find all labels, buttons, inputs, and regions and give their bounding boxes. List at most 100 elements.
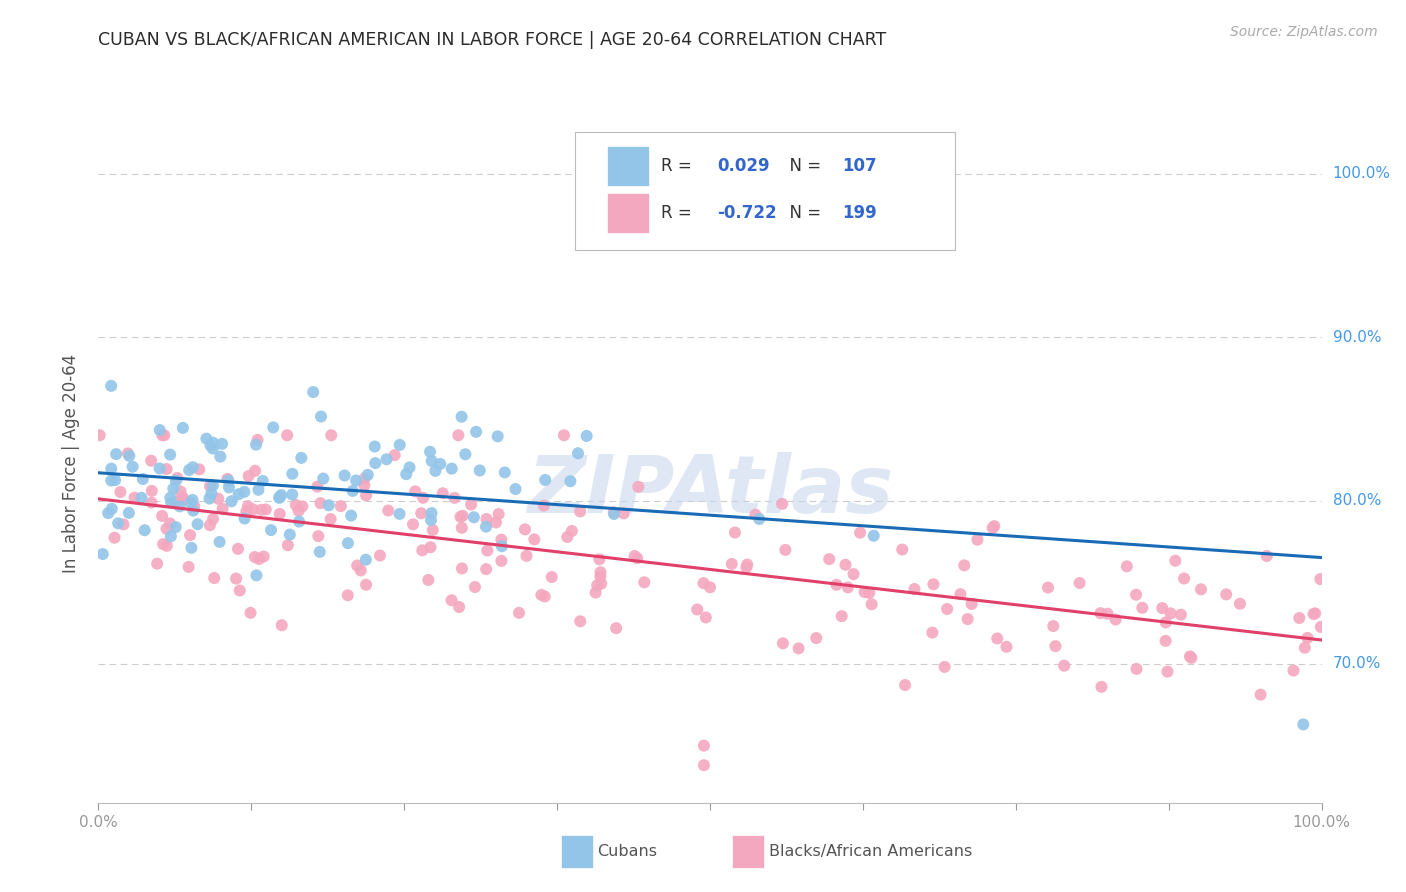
Point bbox=[1156, 665, 1178, 679]
Point bbox=[921, 625, 943, 640]
Point bbox=[695, 610, 717, 624]
Point bbox=[1309, 572, 1331, 586]
Point bbox=[591, 576, 613, 591]
Point bbox=[183, 500, 205, 514]
Point bbox=[419, 540, 441, 554]
Point bbox=[375, 452, 398, 467]
Point bbox=[112, 517, 135, 532]
Point bbox=[588, 552, 610, 566]
Point bbox=[1215, 587, 1237, 601]
Point bbox=[200, 438, 222, 452]
Point bbox=[450, 409, 472, 424]
Point bbox=[346, 558, 368, 573]
Point bbox=[350, 563, 373, 577]
Point bbox=[287, 504, 309, 518]
Text: Blacks/African Americans: Blacks/African Americans bbox=[769, 844, 972, 859]
Point bbox=[243, 464, 266, 478]
Point bbox=[508, 606, 530, 620]
Point bbox=[165, 520, 187, 534]
Point bbox=[312, 472, 335, 486]
Point bbox=[735, 558, 758, 572]
Point bbox=[553, 428, 575, 442]
Point bbox=[842, 567, 865, 582]
Point bbox=[862, 529, 884, 543]
Text: N =: N = bbox=[779, 157, 825, 175]
Point bbox=[340, 508, 363, 523]
Point bbox=[309, 409, 332, 424]
Point bbox=[1154, 633, 1177, 648]
Point bbox=[450, 509, 472, 524]
Point bbox=[245, 568, 267, 582]
Point bbox=[318, 498, 340, 512]
Point bbox=[110, 485, 132, 500]
Point bbox=[411, 506, 433, 520]
Point bbox=[172, 490, 194, 504]
Point bbox=[569, 615, 592, 629]
Point bbox=[319, 512, 342, 526]
Point bbox=[475, 519, 498, 533]
Point bbox=[146, 557, 169, 571]
Point bbox=[159, 516, 181, 531]
Point bbox=[420, 513, 443, 527]
FancyBboxPatch shape bbox=[575, 132, 955, 251]
Point bbox=[787, 641, 810, 656]
Point bbox=[149, 423, 172, 437]
FancyBboxPatch shape bbox=[561, 835, 592, 868]
Point bbox=[159, 491, 181, 505]
Point bbox=[156, 462, 179, 476]
Point bbox=[575, 429, 598, 443]
Point bbox=[1303, 607, 1326, 621]
Point bbox=[1152, 601, 1174, 615]
Point bbox=[243, 549, 266, 564]
Point bbox=[388, 507, 411, 521]
Point bbox=[468, 463, 491, 477]
Point bbox=[211, 437, 233, 451]
Point bbox=[162, 482, 184, 496]
Point bbox=[1130, 600, 1153, 615]
Point bbox=[569, 504, 592, 518]
Point bbox=[239, 606, 262, 620]
Point bbox=[693, 758, 716, 772]
Point bbox=[211, 501, 233, 516]
Text: ZIPAtlas: ZIPAtlas bbox=[527, 452, 893, 530]
Point bbox=[290, 450, 312, 465]
Point bbox=[217, 474, 239, 488]
Point bbox=[188, 462, 211, 476]
Point bbox=[238, 469, 260, 483]
Point bbox=[837, 581, 859, 595]
Text: 199: 199 bbox=[842, 204, 877, 222]
Point bbox=[720, 557, 742, 571]
Point bbox=[530, 588, 553, 602]
Point bbox=[1045, 639, 1067, 653]
Point bbox=[853, 585, 876, 599]
Point bbox=[344, 474, 367, 488]
Point bbox=[1090, 606, 1112, 620]
Point bbox=[201, 478, 224, 492]
Point bbox=[201, 435, 224, 450]
Text: 70.0%: 70.0% bbox=[1333, 657, 1381, 672]
Point bbox=[748, 512, 770, 526]
Point bbox=[269, 491, 291, 505]
Point bbox=[353, 471, 375, 485]
Point bbox=[1170, 607, 1192, 622]
Point bbox=[986, 632, 1008, 646]
Point bbox=[245, 438, 267, 452]
Point bbox=[270, 618, 292, 632]
Point bbox=[353, 478, 375, 492]
Point bbox=[198, 479, 221, 493]
Point bbox=[250, 503, 273, 517]
Text: -0.722: -0.722 bbox=[717, 204, 778, 222]
Point bbox=[1042, 619, 1064, 633]
Point bbox=[207, 491, 229, 506]
Point bbox=[134, 523, 156, 537]
Point bbox=[226, 541, 249, 556]
Point bbox=[540, 570, 562, 584]
Point bbox=[699, 580, 721, 594]
Point bbox=[860, 597, 883, 611]
Point bbox=[172, 421, 194, 435]
Point bbox=[806, 631, 828, 645]
Point bbox=[966, 533, 988, 547]
Point bbox=[218, 480, 240, 494]
Point bbox=[1250, 688, 1272, 702]
Point bbox=[1053, 658, 1076, 673]
